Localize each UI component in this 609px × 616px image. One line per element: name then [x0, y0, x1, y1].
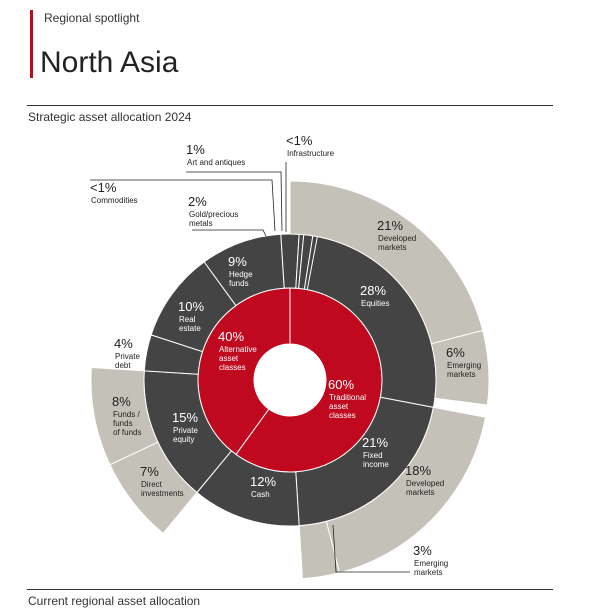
- label-dev-markets-fixed-label-2: markets: [406, 488, 434, 497]
- label-fixed-income-label-2: income: [363, 460, 389, 469]
- label-direct-investments-label-2: investments: [141, 489, 184, 498]
- label-dev-markets-fixed-value: 18%: [405, 463, 431, 478]
- label-real-estate-label-2: estate: [179, 324, 201, 333]
- label-private-equity-value: 15%: [172, 410, 198, 425]
- label-cash-label-1: Cash: [251, 490, 270, 499]
- label-em-markets-fixed-value: 3%: [413, 543, 432, 558]
- label-dev-markets-fixed-label-1: Developed: [406, 479, 444, 488]
- label-hedge-funds-label-1: Hedge: [229, 270, 253, 279]
- leader-commodities: [90, 179, 276, 232]
- leader-gold: [192, 229, 267, 237]
- leader-art: [186, 171, 283, 232]
- label-art-value: 1%: [186, 142, 205, 157]
- label-private-debt-label-2: debt: [115, 361, 131, 370]
- label-equities-label-1: Equities: [361, 299, 389, 308]
- label-funds-label-1: Funds /: [113, 410, 140, 419]
- outer-slice-funds-funds-of-funds: [90, 366, 159, 466]
- label-dev-markets-equities-value: 21%: [377, 218, 403, 233]
- label-alternative-label-1: Alternative: [219, 345, 257, 354]
- label-real-estate-value: 10%: [178, 299, 204, 314]
- label-alternative-value: 40%: [218, 329, 244, 344]
- label-fixed-income-value: 21%: [362, 435, 388, 450]
- label-infrastructure-value: <1%: [286, 133, 313, 148]
- label-gold-value: 2%: [188, 194, 207, 209]
- top-rule: [27, 105, 553, 106]
- label-private-equity-label-1: Private: [173, 426, 198, 435]
- label-em-markets-fixed-label-1: Emerging: [414, 559, 448, 568]
- page-title: North Asia: [40, 46, 179, 79]
- label-private-equity-label-2: equity: [173, 435, 194, 444]
- label-cash-value: 12%: [250, 474, 276, 489]
- label-private-debt-value: 4%: [114, 336, 133, 351]
- label-direct-investments-value: 7%: [140, 464, 159, 479]
- label-hedge-funds-label-2: funds: [229, 279, 249, 288]
- accent-bar: [30, 10, 33, 78]
- label-hedge-funds-value: 9%: [228, 254, 247, 269]
- label-funds-label-3: of funds: [113, 428, 141, 437]
- leader-em-markets-fixed: [332, 524, 410, 573]
- label-commodities-label-1: Commodities: [91, 196, 138, 205]
- donut-hole: [254, 344, 326, 416]
- label-commodities-value: <1%: [90, 180, 117, 195]
- label-funds-value: 8%: [112, 394, 131, 409]
- label-alternative-label-3: classes: [219, 363, 246, 372]
- label-em-markets-equities-label-2: markets: [447, 370, 475, 379]
- label-traditional-label-1: Traditional: [329, 393, 366, 402]
- label-gold-label-1: Gold/precious: [189, 210, 238, 219]
- label-infrastructure-label-1: Infrastructure: [287, 149, 335, 158]
- label-fixed-income-label-1: Fixed: [363, 451, 383, 460]
- label-funds-label-2: funds: [113, 419, 133, 428]
- label-gold-label-2: metals: [189, 219, 213, 228]
- outer-slice-emerging-markets-equities: [430, 329, 490, 406]
- label-real-estate-label-1: Real: [179, 315, 196, 324]
- chart-title: Strategic asset allocation 2024: [28, 110, 192, 124]
- label-dev-markets-equities-label-1: Developed: [378, 234, 416, 243]
- label-em-markets-equities-label-1: Emerging: [447, 361, 481, 370]
- label-direct-investments-label-1: Direct: [141, 480, 163, 489]
- label-em-markets-equities-value: 6%: [446, 345, 465, 360]
- footer-title: Current regional asset allocation: [28, 594, 201, 608]
- outer-slice-emerging-markets-fixed-income: [298, 520, 341, 580]
- label-alternative-label-2: asset: [219, 354, 239, 363]
- label-traditional-label-3: classes: [329, 411, 356, 420]
- label-art-label-1: Art and antiques: [187, 158, 245, 167]
- label-equities-value: 28%: [360, 283, 386, 298]
- label-dev-markets-equities-label-2: markets: [378, 243, 406, 252]
- label-private-debt-label-1: Private: [115, 352, 140, 361]
- label-em-markets-fixed-label-2: markets: [414, 568, 442, 577]
- section-kicker: Regional spotlight: [44, 11, 140, 25]
- bottom-rule: [27, 589, 553, 590]
- label-traditional-value: 60%: [328, 377, 354, 392]
- label-traditional-label-2: asset: [329, 402, 349, 411]
